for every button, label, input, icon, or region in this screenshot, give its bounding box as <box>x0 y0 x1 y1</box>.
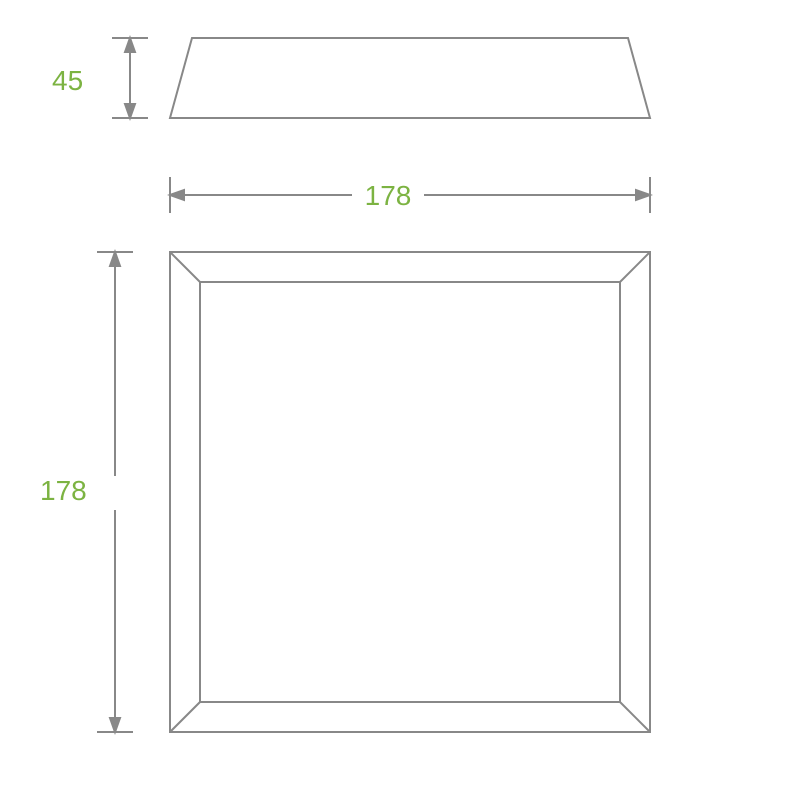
dimension-side-height: 45 <box>52 38 148 118</box>
side-view <box>170 38 650 118</box>
dimension-top-width: 178 <box>170 177 650 213</box>
top-view <box>170 252 650 732</box>
dimension-label-height: 178 <box>40 475 87 506</box>
dimension-front-height: 178 <box>40 252 133 732</box>
dimension-label-45: 45 <box>52 65 83 96</box>
dimension-label-width: 178 <box>365 180 412 211</box>
technical-drawing: 45 178 178 <box>0 0 800 800</box>
